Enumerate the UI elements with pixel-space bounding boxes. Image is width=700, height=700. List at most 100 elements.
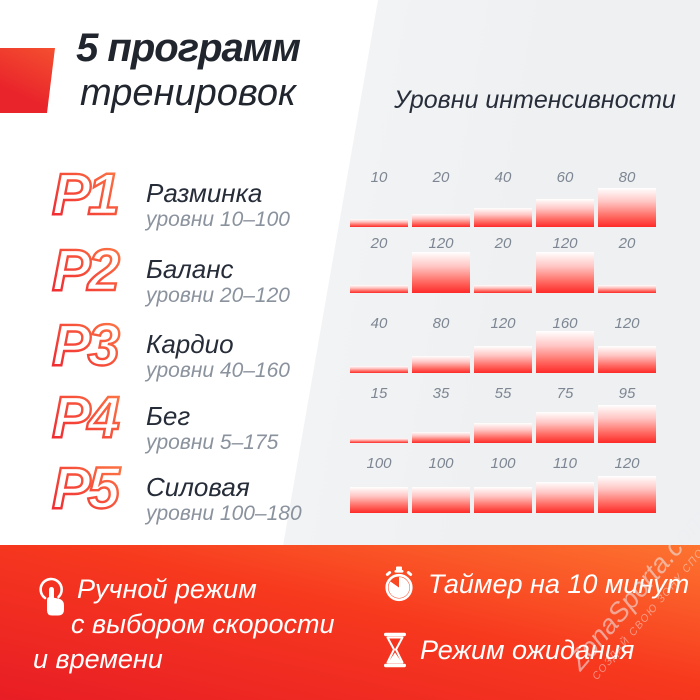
intensity-bar [350,366,408,373]
bar-value-label: 100 [490,455,516,472]
program-name: Кардио [146,329,234,359]
standby-label: Режим ожидания [420,634,635,665]
bars [350,252,656,293]
intensity-bar [536,252,594,293]
intensity-bar [536,482,594,513]
bar-value-label: 15 [370,385,388,402]
chart-row: 40 80 120 160 120 [350,315,662,373]
bar-value-label: 120 [614,315,640,332]
intensity-bar [474,208,532,227]
intensity-bar [598,346,656,373]
program-text: Баланс уровни 20–120 [146,254,290,308]
bar-value-label: 80 [618,169,636,186]
bar-labels: 10 20 40 60 80 [350,169,656,186]
chart-row: 20 120 20 120 20 [350,235,662,293]
bar-labels: 40 80 120 160 120 [350,315,656,332]
program-badge-label: P3 [52,317,120,373]
program-range: уровни 10–100 [146,208,290,231]
title-line-2: тренировок [80,72,296,114]
bar-value-label: 120 [490,315,516,332]
bar-value-label: 100 [366,455,392,472]
bar-labels: 20 120 20 120 20 [350,235,656,252]
intensity-bar [536,412,594,443]
intensity-bar [474,423,532,443]
timer-row: Таймер на 10 минут [382,565,689,603]
manual-mode-line: с выбором скорости [71,609,335,639]
intensity-bar [598,285,656,293]
program-range: уровни 20–120 [146,284,290,307]
bar-value-label: 55 [494,385,512,402]
bars [350,188,656,227]
intensity-bar [536,331,594,373]
program-name: Силовая [146,472,250,502]
bar-value-label: 60 [556,169,574,186]
chart-row: 10 20 40 60 80 [350,169,662,227]
bar-value-label: 10 [370,169,388,186]
manual-mode-block: Ручной режим с выбором скорости и времени [33,572,335,677]
intensity-bar [412,432,470,443]
brand-parallelogram [0,48,55,113]
program-range: уровни 40–160 [146,359,290,382]
program-badge-icon: P5 [51,460,125,516]
intensity-bar [412,487,470,513]
program-badge-icon: P2 [51,242,124,298]
intensity-bar [350,438,408,443]
program-row: P5 Силовая уровни 100–180 [48,460,302,526]
intensity-bar [598,405,656,443]
chart-row: 15 35 55 75 95 [350,385,662,443]
program-badge-icon: P3 [51,317,124,373]
intensity-bar [474,487,532,513]
intensity-bar [598,188,656,227]
program-badge-label: P5 [52,460,121,516]
intensity-bar [350,487,408,513]
program-badge-icon: P1 [51,166,122,222]
program-text: Разминка уровни 10–100 [146,178,290,232]
bars [350,405,656,443]
bar-labels: 100 100 100 110 120 [350,455,656,472]
program-badge-icon: P4 [51,389,124,445]
intensity-bar [350,219,408,227]
bar-value-label: 20 [370,235,388,252]
manual-mode-text: Ручной режим с выбором скорости и времени [33,572,335,677]
stopwatch-icon [385,566,413,602]
bar-value-label: 40 [494,169,512,186]
bar-value-label: 110 [553,455,577,472]
intensity-bar [412,356,470,373]
bar-value-label: 120 [552,235,578,252]
intensity-bar [598,476,656,513]
timer-label: Таймер на 10 минут [428,568,690,599]
standby-row: Режим ожидания [382,631,689,669]
bar-value-label: 80 [432,315,450,332]
program-name: Разминка [146,178,263,208]
bar-value-label: 40 [370,315,388,332]
intensity-bar [474,346,532,373]
bar-value-label: 120 [614,455,640,472]
bar-value-label: 120 [428,235,454,252]
intensity-bar [474,285,532,293]
program-text: Кардио уровни 40–160 [146,329,290,383]
chart-title: Уровни интенсивности [394,86,676,114]
title-line-1: 5 программ [76,26,301,70]
footer-banner: Ручной режим с выбором скорости и времени … [0,545,700,700]
program-badge-label: P4 [52,389,120,445]
bars [350,476,656,513]
intensity-bar [412,214,470,227]
touch-icon [39,577,64,616]
bar-labels: 15 35 55 75 95 [350,385,656,402]
bar-value-label: 100 [428,455,454,472]
program-badge-label: P2 [52,242,120,298]
bars [350,331,656,373]
manual-mode-line: и времени [33,644,163,674]
page-title: 5 программ тренировок [38,24,338,114]
bar-value-label: 95 [618,385,636,402]
program-text: Силовая уровни 100–180 [146,472,302,526]
program-text: Бег уровни 5–175 [146,401,278,455]
bar-value-label: 20 [494,235,512,252]
manual-mode-line: Ручной режим [77,574,257,604]
bar-value-label: 160 [552,315,578,332]
intensity-chart: 10 20 40 60 80 20 120 20 120 20 40 80 120 160 120 15 35 5… [350,160,662,520]
program-badge-label: P1 [52,166,118,222]
program-row: P1 Разминка уровни 10–100 [48,166,290,232]
intensity-bar [412,252,470,293]
